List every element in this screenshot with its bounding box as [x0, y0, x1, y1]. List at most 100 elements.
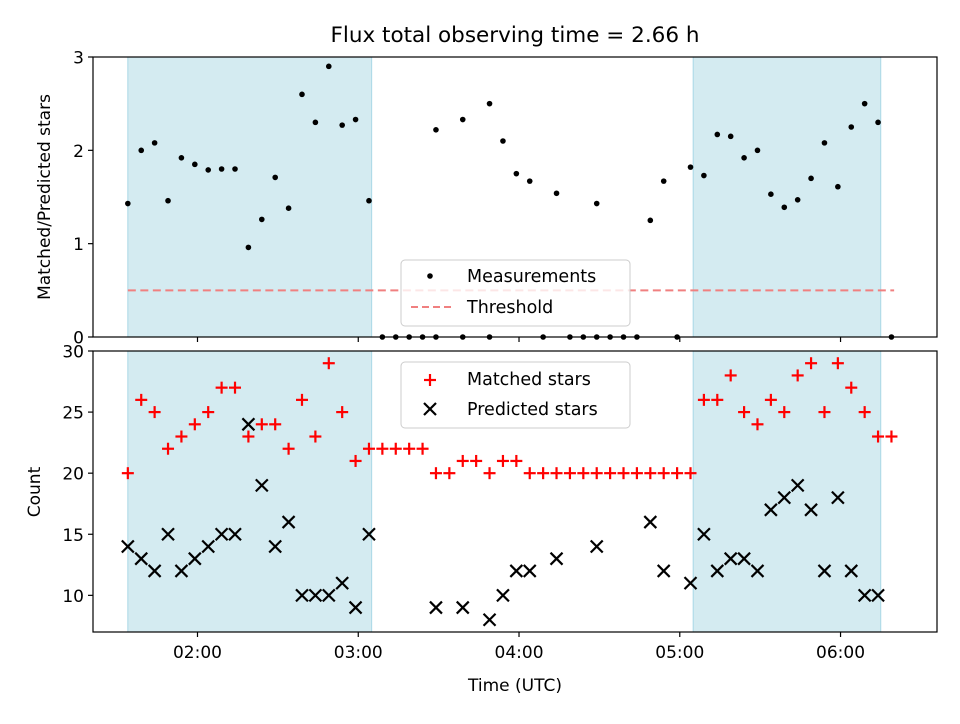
predicted-star-point: [643, 515, 658, 529]
matched-star-point: [282, 442, 295, 455]
predicted-star-point: [174, 564, 189, 578]
matched-star-point: [617, 467, 630, 480]
y-tick-label: 15: [62, 526, 84, 546]
matched-star-point: [416, 442, 429, 455]
measurement-point: [459, 116, 466, 123]
x-stroke: [348, 600, 363, 615]
measurement-point: [768, 191, 774, 197]
measurement-point: [138, 147, 145, 154]
predicted-star-point: [228, 527, 242, 542]
predicted-star-point: [455, 600, 470, 615]
x-stroke: [857, 588, 872, 603]
x-stroke: [790, 478, 805, 493]
bottom-legend-box: [400, 361, 631, 429]
matched-star-point: [764, 393, 777, 406]
x-stroke: [201, 539, 215, 554]
measurement-point: [848, 124, 855, 130]
measurement-point: [660, 178, 667, 184]
observing-window-span: [127, 350, 373, 633]
matched-star-point: [135, 393, 148, 406]
legend-predicted-marker: [423, 402, 437, 416]
matched-star-point: [322, 357, 335, 370]
top-panel: 0 1 2 3 Matched/Predicted stars Measurement…: [35, 49, 938, 349]
x-stroke: [335, 576, 349, 590]
measurement-point: [125, 200, 131, 207]
matched-star-point: [295, 393, 308, 406]
measurement-point: [741, 155, 747, 161]
legend-matched-marker: [424, 374, 436, 386]
predicted-star-point: [335, 576, 349, 590]
matched-star-point: [523, 467, 536, 480]
x-stroke: [188, 551, 202, 566]
predicted-star-point: [710, 564, 725, 578]
x-stroke: [174, 564, 189, 578]
predicted-star-point: [348, 600, 363, 615]
predicted-star-point: [214, 527, 229, 542]
predicted-star-point: [764, 503, 778, 517]
predicted-star-point: [750, 564, 765, 578]
x-stroke: [308, 588, 323, 603]
x-stroke: [295, 588, 309, 603]
matched-star-point: [376, 442, 389, 455]
top-legend-box: [400, 259, 631, 327]
x-stroke: [161, 527, 175, 542]
matched-star-point: [872, 430, 885, 443]
predicted-star-point: [831, 490, 845, 505]
measurement-point: [526, 178, 533, 184]
matched-star-point: [791, 369, 804, 382]
matched-star-point: [309, 430, 322, 443]
x-stroke: [643, 515, 658, 529]
matched-star-point: [885, 430, 898, 443]
x-tick-label: 02:00: [173, 643, 222, 663]
matched-star-point: [443, 467, 456, 480]
matched-star-point: [229, 381, 242, 394]
measurement-point: [701, 172, 707, 179]
x-stroke: [831, 490, 845, 505]
y-tick-label: 30: [62, 343, 84, 363]
x-stroke: [723, 551, 738, 566]
predicted-star-point: [697, 527, 711, 542]
x-stroke: [522, 564, 537, 578]
measurement-point: [339, 122, 345, 128]
y-tick-label: 20: [62, 465, 84, 485]
measurement-point: [352, 116, 359, 123]
x-stroke: [281, 515, 296, 529]
measurement-point: [366, 197, 372, 204]
measurement-point: [808, 175, 814, 182]
predicted-star-point: [147, 564, 162, 578]
x-stroke: [255, 478, 269, 493]
x-stroke: [683, 576, 698, 590]
matched-star-point: [550, 467, 563, 480]
x-stroke: [496, 588, 510, 603]
measurement-point: [178, 155, 185, 161]
measurement-point: [500, 138, 506, 144]
measurement-point: [861, 100, 868, 107]
matched-star-point: [630, 467, 643, 480]
matched-star-point: [148, 406, 161, 419]
legend-threshold-label: Threshold: [466, 298, 553, 318]
matched-star-point: [349, 454, 362, 467]
predicted-star-point: [322, 588, 336, 603]
predicted-star-point: [737, 551, 751, 566]
predicted-star-point: [844, 564, 859, 578]
x-stroke: [764, 503, 778, 517]
matched-star-point: [697, 393, 710, 406]
bottom-panel-frame: [92, 350, 938, 633]
measurement-point: [875, 119, 881, 126]
matched-star-point: [121, 467, 134, 480]
measurement-point: [151, 140, 158, 146]
measurement-point: [647, 217, 654, 224]
measurement-point: [727, 133, 734, 140]
predicted-star-point: [121, 539, 135, 554]
predicted-star-point: [295, 588, 309, 603]
matched-star-point: [255, 418, 268, 431]
predicted-star-point: [362, 527, 376, 542]
matched-star-point: [604, 467, 617, 480]
measurement-point: [486, 100, 493, 107]
x-stroke: [737, 551, 751, 566]
matched-star-point: [510, 454, 523, 467]
x-stroke: [482, 613, 497, 627]
measurement-point: [821, 140, 828, 146]
measurement-point: [553, 190, 560, 197]
predicted-star-point: [656, 564, 671, 578]
